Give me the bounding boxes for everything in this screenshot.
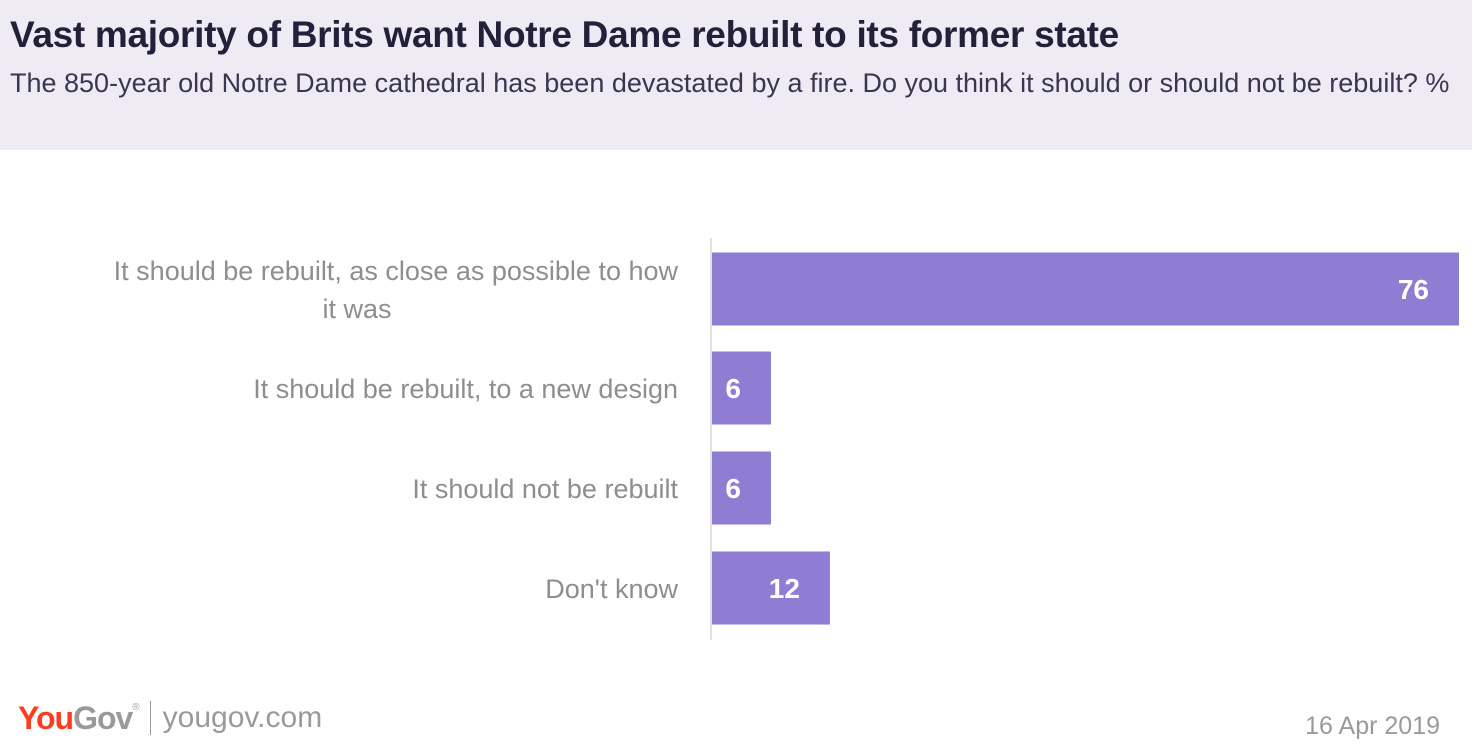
bar-chart: 76 It should be rebuilt, as close as poss… [114,238,1459,640]
data-label: 76 [1398,274,1429,305]
registered-mark: ® [132,702,140,713]
chart-title: Vast majority of Brits want Notre Dame r… [10,14,1119,55]
bar [712,551,830,625]
category-label: It should be rebuilt, as close as possib… [114,256,679,324]
bar [712,252,1459,326]
header-band: Vast majority of Brits want Notre Dame r… [0,0,1472,150]
data-label: 6 [725,373,741,404]
yougov-logo: You Gov ® yougov.com [18,698,322,738]
data-label: 6 [725,473,741,504]
bar [712,351,771,425]
data-label: 12 [769,573,800,604]
publish-date: 16 Apr 2019 [1305,712,1440,740]
chart-subtitle: The 850-year old Notre Dame cathedral ha… [10,68,1450,98]
bar [712,451,771,525]
site-url: yougov.com [162,701,323,734]
category-label: Don't know [545,574,678,604]
category-label: It should not be rebuilt [412,474,678,504]
logo-gov-text: Gov [73,699,133,736]
logo-divider [149,701,151,735]
logo-you-text: You [18,699,74,736]
category-label: It should be rebuilt, to a new design [253,374,678,404]
